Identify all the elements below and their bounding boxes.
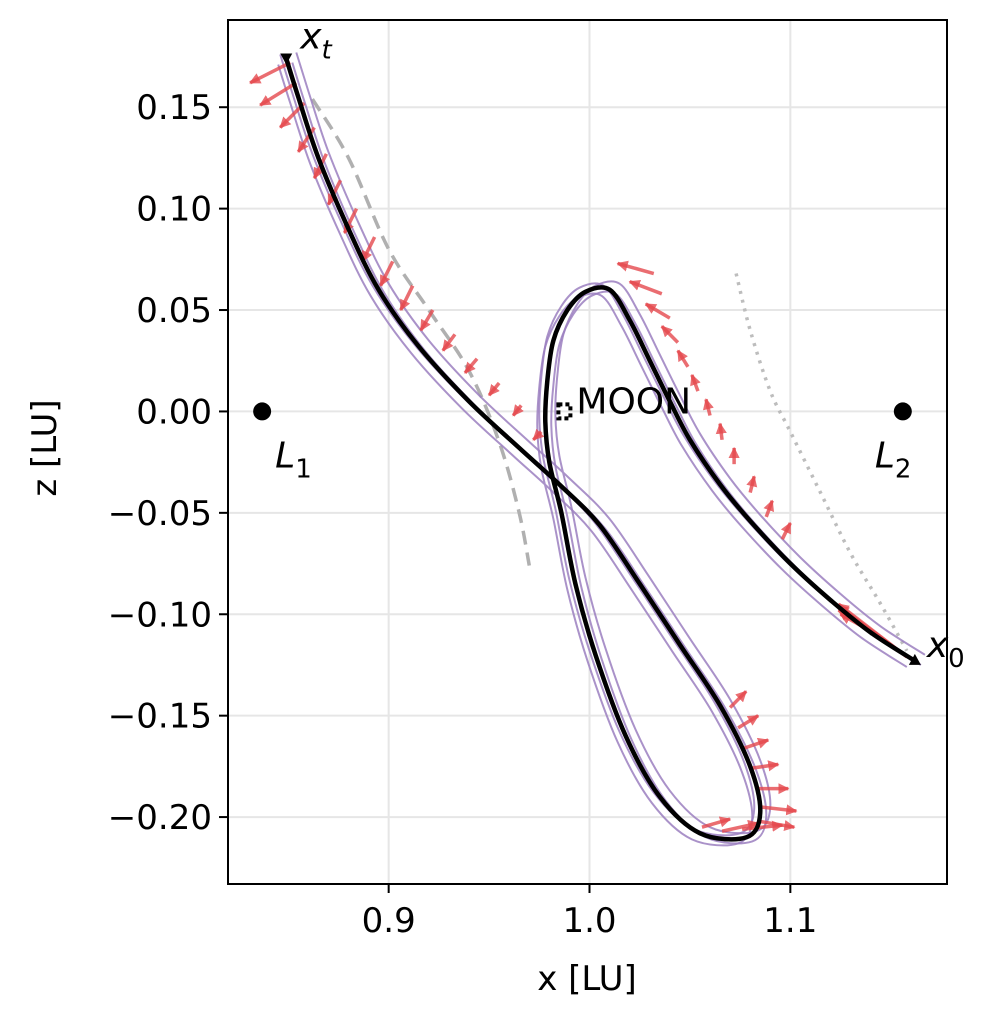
plot-layer bbox=[249, 52, 926, 847]
target-marker bbox=[280, 53, 293, 65]
y-tick-label: −0.10 bbox=[108, 595, 212, 635]
thrust-arrow bbox=[628, 279, 663, 296]
thrust-arrow bbox=[259, 81, 298, 107]
thrust-arrow bbox=[743, 737, 770, 750]
thrust-arrow bbox=[487, 381, 501, 397]
thrust-arrow bbox=[763, 499, 775, 518]
initial-orbit-line bbox=[310, 98, 532, 566]
ensemble-trajectory bbox=[277, 64, 908, 847]
plot-frame bbox=[227, 19, 948, 885]
moon-label: MOON bbox=[576, 381, 691, 422]
thrust-arrow bbox=[746, 475, 758, 493]
y-tick-label: −0.20 bbox=[108, 798, 212, 838]
y-tick-label: 0.05 bbox=[136, 291, 212, 331]
x-axis-label: x [LU] bbox=[537, 959, 637, 999]
thrust-arrow bbox=[616, 260, 655, 276]
ensemble-trajectory bbox=[295, 52, 926, 835]
start-marker bbox=[908, 653, 921, 665]
target-orbit-line bbox=[734, 273, 909, 652]
y-tick-label: 0.15 bbox=[136, 88, 212, 128]
thrust-arrow bbox=[511, 404, 524, 417]
thrust-arrow bbox=[676, 349, 690, 368]
thrust-arrow bbox=[728, 690, 748, 709]
moon-marker bbox=[556, 402, 573, 421]
axis-ticks: 0.9 1.0 1.1 0.15 0.10 0.05 0.00 −0.05 −0.10 −0.15… bbox=[108, 88, 818, 941]
L2-point bbox=[893, 402, 912, 421]
thrust-arrow bbox=[644, 302, 671, 320]
thrust-arrow bbox=[715, 422, 727, 441]
thrust-arrow bbox=[296, 126, 316, 153]
x-tick-label: 0.9 bbox=[362, 901, 416, 941]
thrust-arrow bbox=[399, 284, 415, 312]
plot-background bbox=[228, 20, 947, 884]
thrust-arrow bbox=[737, 714, 760, 730]
thrust-arrow bbox=[249, 61, 292, 85]
L1-point bbox=[253, 402, 272, 421]
y-tick-label: −0.15 bbox=[108, 697, 212, 737]
thrust-arrow bbox=[379, 260, 395, 287]
thrust-arrow bbox=[780, 521, 792, 540]
thrust-arrow bbox=[690, 373, 701, 392]
L2-label: L2 bbox=[875, 435, 912, 484]
thrust-arrow bbox=[660, 325, 680, 344]
x-tick-label: 1.0 bbox=[562, 901, 616, 941]
y-axis-label: z [LU] bbox=[25, 399, 65, 496]
thrust-arrow bbox=[441, 333, 457, 352]
thrust-arrow bbox=[463, 357, 479, 375]
x-tick-label: 1.1 bbox=[763, 901, 817, 941]
thrust-arrow bbox=[760, 804, 798, 816]
thrust-arrow bbox=[532, 428, 545, 442]
y-tick-label: 0.10 bbox=[136, 190, 212, 230]
thrust-arrow bbox=[360, 236, 377, 263]
thrust-arrow bbox=[721, 819, 760, 833]
trajectory-line bbox=[284, 57, 917, 842]
thrust-arrow bbox=[419, 309, 435, 332]
thrust-arrow bbox=[702, 398, 714, 416]
thrust-arrow bbox=[701, 816, 732, 829]
y-tick-label: −0.05 bbox=[108, 494, 212, 534]
y-tick-label: 0.00 bbox=[136, 392, 212, 432]
thrust-arrow bbox=[749, 760, 780, 772]
